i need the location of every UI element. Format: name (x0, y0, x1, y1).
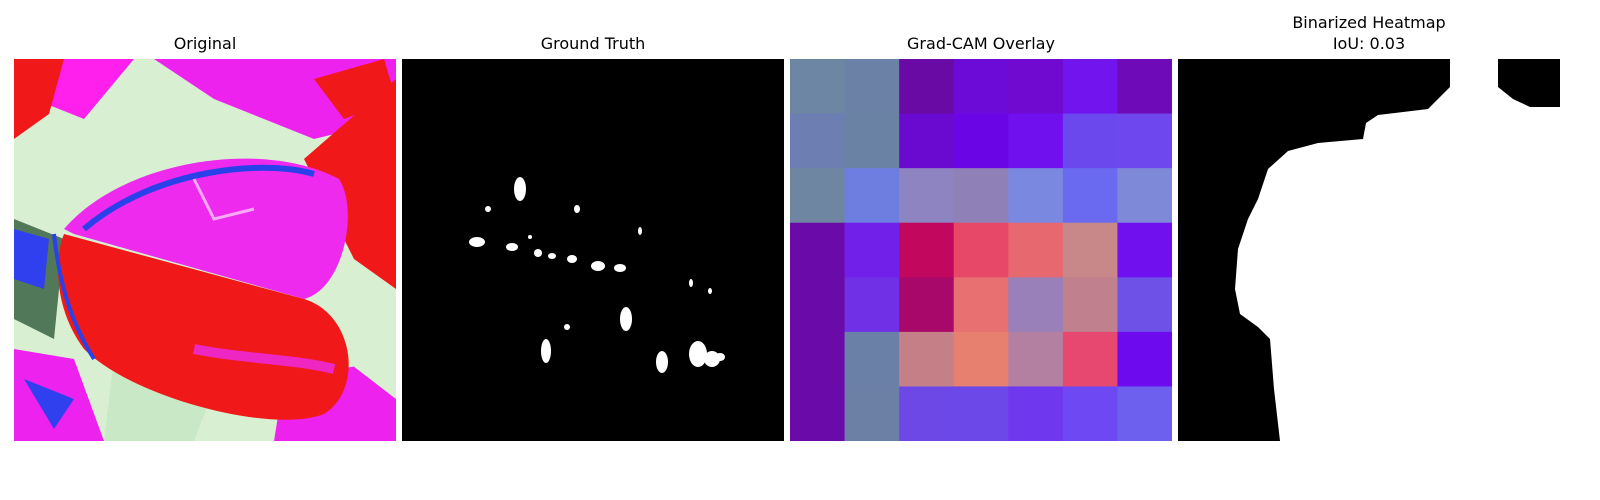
gradcam-cell (844, 222, 900, 278)
original-image (14, 59, 396, 441)
gradcam-cell (844, 386, 900, 441)
panel-title-binarized: Binarized Heatmap IoU: 0.03 (1178, 12, 1560, 54)
gradcam-cell (790, 386, 846, 441)
iou-score: IoU: 0.03 (1332, 34, 1406, 53)
gradcam-cell (1117, 59, 1172, 115)
panel-gradcam: Grad-CAM Overlay (790, 0, 1172, 500)
gradcam-cell (953, 277, 1009, 333)
gradcam-cell (844, 59, 900, 115)
panel-ground-truth: Ground Truth (402, 0, 784, 500)
ground-truth-mask (402, 59, 784, 441)
gradcam-overlay (790, 59, 1172, 441)
panel-title-original: Original (173, 34, 237, 53)
gradcam-cell (1008, 277, 1064, 333)
gradcam-cell (1008, 168, 1064, 224)
gradcam-cell (1062, 59, 1118, 115)
gradcam-cell (1062, 113, 1118, 169)
gradcam-cell (899, 168, 955, 224)
gradcam-cell (953, 386, 1009, 441)
gradcam-cell (790, 113, 846, 169)
gradcam-cell (1062, 331, 1118, 387)
gradcam-cell (1062, 222, 1118, 278)
gradcam-cell (790, 168, 846, 224)
gradcam-cell (899, 386, 955, 441)
gradcam-cell (1117, 277, 1172, 333)
gradcam-cell (1008, 222, 1064, 278)
gradcam-cell (1117, 168, 1172, 224)
gradcam-cell (1117, 386, 1172, 441)
panel-binarized: Binarized Heatmap IoU: 0.03 (1178, 0, 1560, 500)
gradcam-cell (1062, 386, 1118, 441)
gradcam-cell (1008, 113, 1064, 169)
binarized-title: Binarized Heatmap (1292, 13, 1446, 32)
gradcam-cell (1117, 222, 1172, 278)
gradcam-cell (1008, 331, 1064, 387)
gradcam-cell (899, 277, 955, 333)
gradcam-cell (790, 222, 846, 278)
gradcam-cell (899, 222, 955, 278)
gradcam-cell (844, 331, 900, 387)
gradcam-cell (953, 113, 1009, 169)
gradcam-cell (899, 113, 955, 169)
gradcam-cell (899, 331, 955, 387)
gradcam-cell (953, 168, 1009, 224)
panel-original: Original (14, 0, 396, 500)
binarized-heatmap (1178, 59, 1560, 441)
gradcam-cell (1117, 113, 1172, 169)
gradcam-cell (899, 59, 955, 115)
panel-title-gradcam: Grad-CAM Overlay (907, 34, 1055, 53)
gradcam-cell (953, 222, 1009, 278)
gradcam-cell (790, 59, 846, 115)
gradcam-cell (953, 59, 1009, 115)
gradcam-cell (1008, 386, 1064, 441)
gradcam-cell (1117, 331, 1172, 387)
gradcam-cell (790, 331, 846, 387)
gradcam-cell (953, 331, 1009, 387)
panel-title-ground-truth: Ground Truth (540, 34, 646, 53)
gradcam-cell (1062, 168, 1118, 224)
gradcam-cell (844, 113, 900, 169)
gradcam-cell (1008, 59, 1064, 115)
gradcam-cell (1062, 277, 1118, 333)
gradcam-cell (844, 277, 900, 333)
gradcam-cell (790, 277, 846, 333)
gradcam-cell (844, 168, 900, 224)
